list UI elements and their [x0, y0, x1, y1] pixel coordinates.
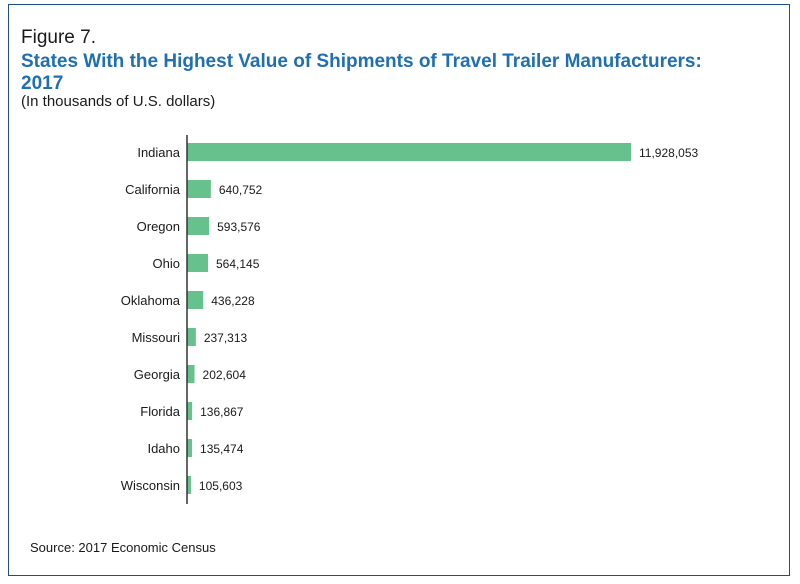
category-label: Georgia: [134, 367, 181, 382]
category-label: Indiana: [137, 145, 180, 160]
bar-idaho: [187, 439, 193, 457]
source-note: Source: 2017 Economic Census: [30, 540, 216, 555]
bar-oklahoma: [187, 291, 204, 309]
category-label: Wisconsin: [121, 478, 180, 493]
category-label: Missouri: [132, 330, 181, 345]
bar-wisconsin: [187, 476, 191, 494]
value-label: 640,752: [219, 183, 263, 197]
value-label: 136,867: [200, 405, 244, 419]
bar-ohio: [187, 254, 208, 272]
value-label: 11,928,053: [639, 146, 698, 160]
bar-florida: [187, 402, 193, 420]
value-label: 237,313: [204, 331, 248, 345]
value-label: 105,603: [199, 479, 243, 493]
bar-oregon: [187, 217, 210, 235]
bar-georgia: [187, 365, 195, 383]
category-label: Oklahoma: [121, 293, 181, 308]
category-label: Idaho: [147, 441, 180, 456]
value-label: 593,576: [217, 220, 261, 234]
value-label: 135,474: [200, 442, 244, 456]
category-label: California: [125, 182, 181, 197]
bar-california: [187, 180, 211, 198]
value-label: 436,228: [211, 294, 255, 308]
bar-indiana: [187, 143, 631, 161]
chart-subtitle: (In thousands of U.S. dollars): [21, 93, 216, 110]
figure-label: Figure 7.: [21, 27, 96, 48]
chart-title: States With the Highest Value of Shipmen…: [21, 51, 702, 94]
category-label: Florida: [140, 404, 181, 419]
category-label: Oregon: [137, 219, 180, 234]
category-label: Ohio: [153, 256, 180, 271]
figure-frame: [8, 4, 790, 576]
bar-missouri: [187, 328, 196, 346]
value-label: 564,145: [216, 257, 260, 271]
value-label: 202,604: [203, 368, 247, 382]
